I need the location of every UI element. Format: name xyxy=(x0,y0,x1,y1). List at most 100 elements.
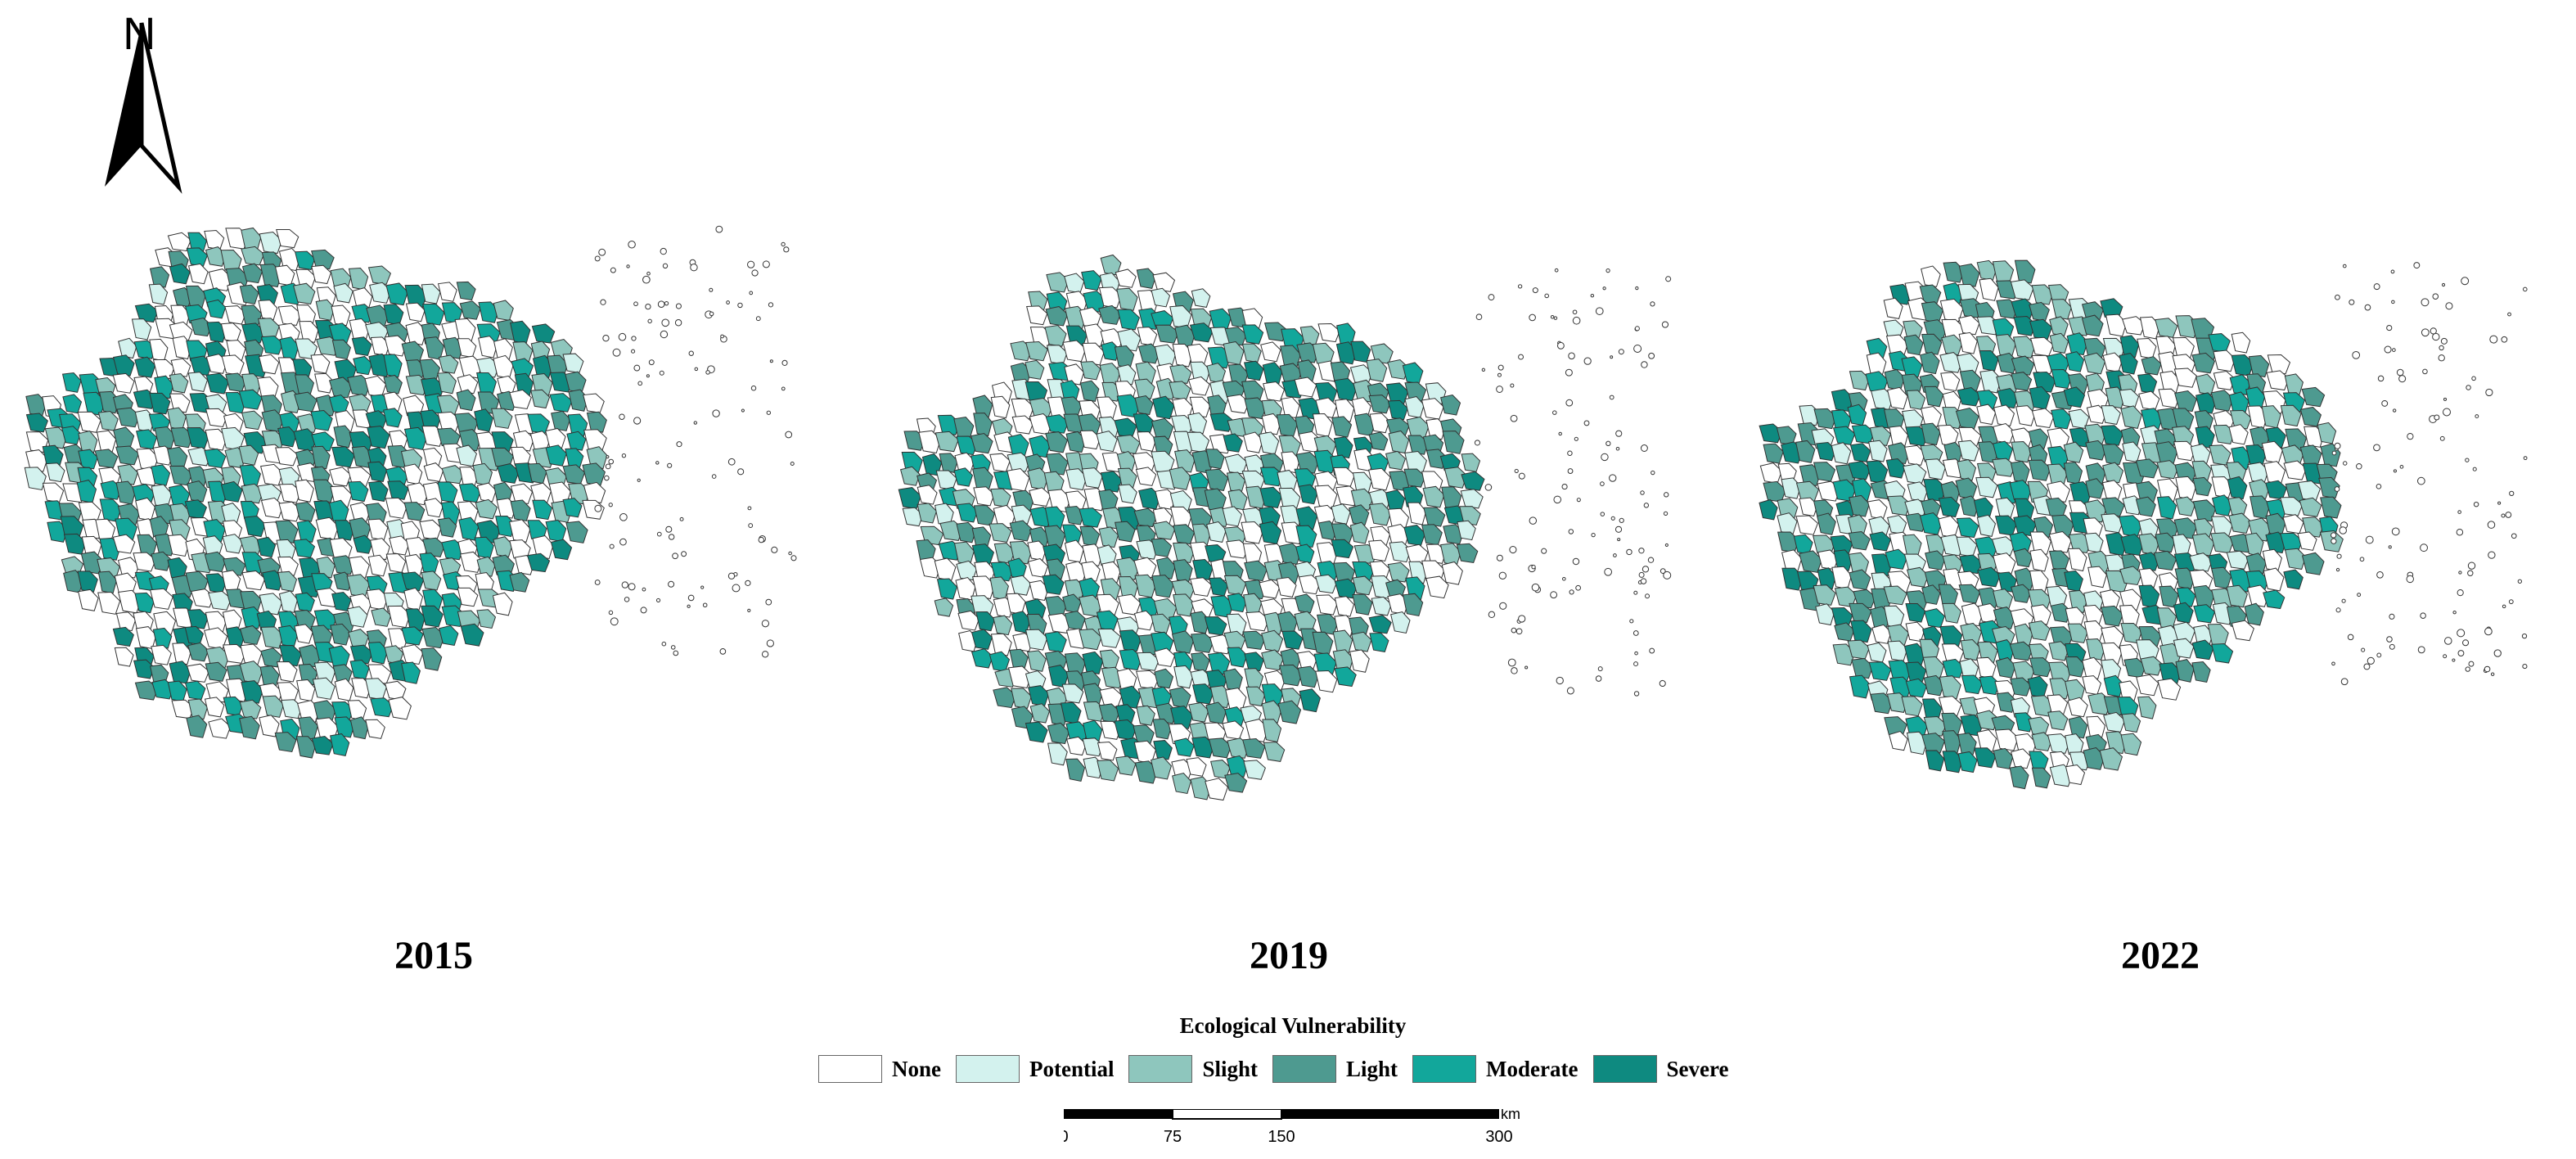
island xyxy=(602,335,610,342)
map-region xyxy=(1334,399,1355,422)
map-region xyxy=(1043,471,1065,494)
map-region xyxy=(2081,301,2105,322)
map-region xyxy=(1832,643,1856,666)
map-region xyxy=(1994,728,2019,751)
island xyxy=(2443,654,2448,659)
map-region xyxy=(241,227,262,251)
map-region xyxy=(456,389,476,412)
map-region xyxy=(1152,272,1176,292)
island xyxy=(655,461,660,465)
map-region xyxy=(1191,523,1212,546)
map-region xyxy=(368,480,389,503)
map-region xyxy=(1136,705,1155,726)
map-region xyxy=(134,303,159,323)
island xyxy=(702,602,708,608)
map-region xyxy=(295,479,314,503)
island xyxy=(1531,564,1536,570)
map-region xyxy=(1277,611,1298,634)
map-region xyxy=(167,232,191,251)
map-region xyxy=(2173,517,2198,539)
island xyxy=(624,597,630,602)
map-region xyxy=(313,609,337,631)
map-region xyxy=(1439,543,1461,566)
map-2019-regions xyxy=(898,254,1672,801)
map-region xyxy=(170,358,191,377)
map-region xyxy=(565,521,588,543)
map-region xyxy=(2263,567,2285,592)
map-region xyxy=(1169,381,1191,400)
map-region xyxy=(112,372,135,394)
map-region xyxy=(367,641,389,665)
island xyxy=(1568,352,1575,360)
island xyxy=(2475,414,2479,418)
map-region xyxy=(1866,352,1887,377)
map-region xyxy=(1763,480,1786,503)
island xyxy=(2365,535,2374,544)
island xyxy=(637,478,641,482)
map-region xyxy=(205,573,227,593)
island xyxy=(594,580,601,585)
map-region xyxy=(2029,318,2053,340)
map-region xyxy=(2029,657,2052,678)
map-region xyxy=(204,229,225,250)
map-region xyxy=(2249,495,2271,520)
map-region xyxy=(1047,489,1071,513)
map-region xyxy=(206,299,227,319)
map-region xyxy=(562,498,583,518)
map-region xyxy=(2065,679,2085,703)
island xyxy=(668,580,675,588)
map-region xyxy=(347,700,367,721)
map-region xyxy=(1404,381,1427,402)
island xyxy=(2487,521,2496,529)
map-region xyxy=(403,463,423,485)
map-region xyxy=(2010,677,2032,697)
map-region xyxy=(1281,396,1300,419)
map-region xyxy=(353,534,373,554)
map-region xyxy=(460,623,484,647)
island xyxy=(2361,647,2366,652)
map-region xyxy=(2173,602,2194,624)
map-region xyxy=(1134,574,1157,598)
map-region xyxy=(898,487,922,510)
map-region xyxy=(1009,520,1033,542)
map-region xyxy=(403,587,424,611)
legend-label-potential: Potential xyxy=(1029,1056,1115,1081)
map-region xyxy=(1152,395,1175,420)
island xyxy=(2467,561,2476,570)
map-region xyxy=(114,572,137,596)
map-region xyxy=(78,449,98,470)
map-region xyxy=(261,409,285,432)
island xyxy=(2465,666,2470,672)
map-2022-regions xyxy=(1759,259,2528,790)
island xyxy=(608,458,615,465)
island xyxy=(1572,316,1581,325)
map-region xyxy=(112,534,136,554)
island xyxy=(660,330,669,339)
island xyxy=(631,336,637,341)
island xyxy=(659,370,664,376)
map-region xyxy=(295,592,315,612)
map-region xyxy=(582,462,606,486)
map-region xyxy=(2119,515,2143,537)
map-region xyxy=(349,660,370,680)
island xyxy=(2490,672,2495,676)
map-region xyxy=(437,517,457,538)
island xyxy=(2430,327,2437,335)
map-region xyxy=(1223,668,1243,692)
island xyxy=(2396,368,2404,377)
map-region xyxy=(187,480,208,503)
island xyxy=(1529,516,1538,525)
map-region xyxy=(134,592,155,614)
map-region xyxy=(298,716,318,740)
island xyxy=(2342,264,2347,268)
map-region xyxy=(2028,428,2049,449)
map-region xyxy=(347,480,369,503)
map-region xyxy=(2083,620,2105,642)
map-region xyxy=(2173,368,2198,388)
map-region xyxy=(2156,478,2178,503)
map-region xyxy=(1277,469,1298,493)
island xyxy=(2434,414,2440,421)
island xyxy=(2523,456,2528,461)
map-region xyxy=(1172,397,1193,420)
island xyxy=(1507,658,1516,667)
